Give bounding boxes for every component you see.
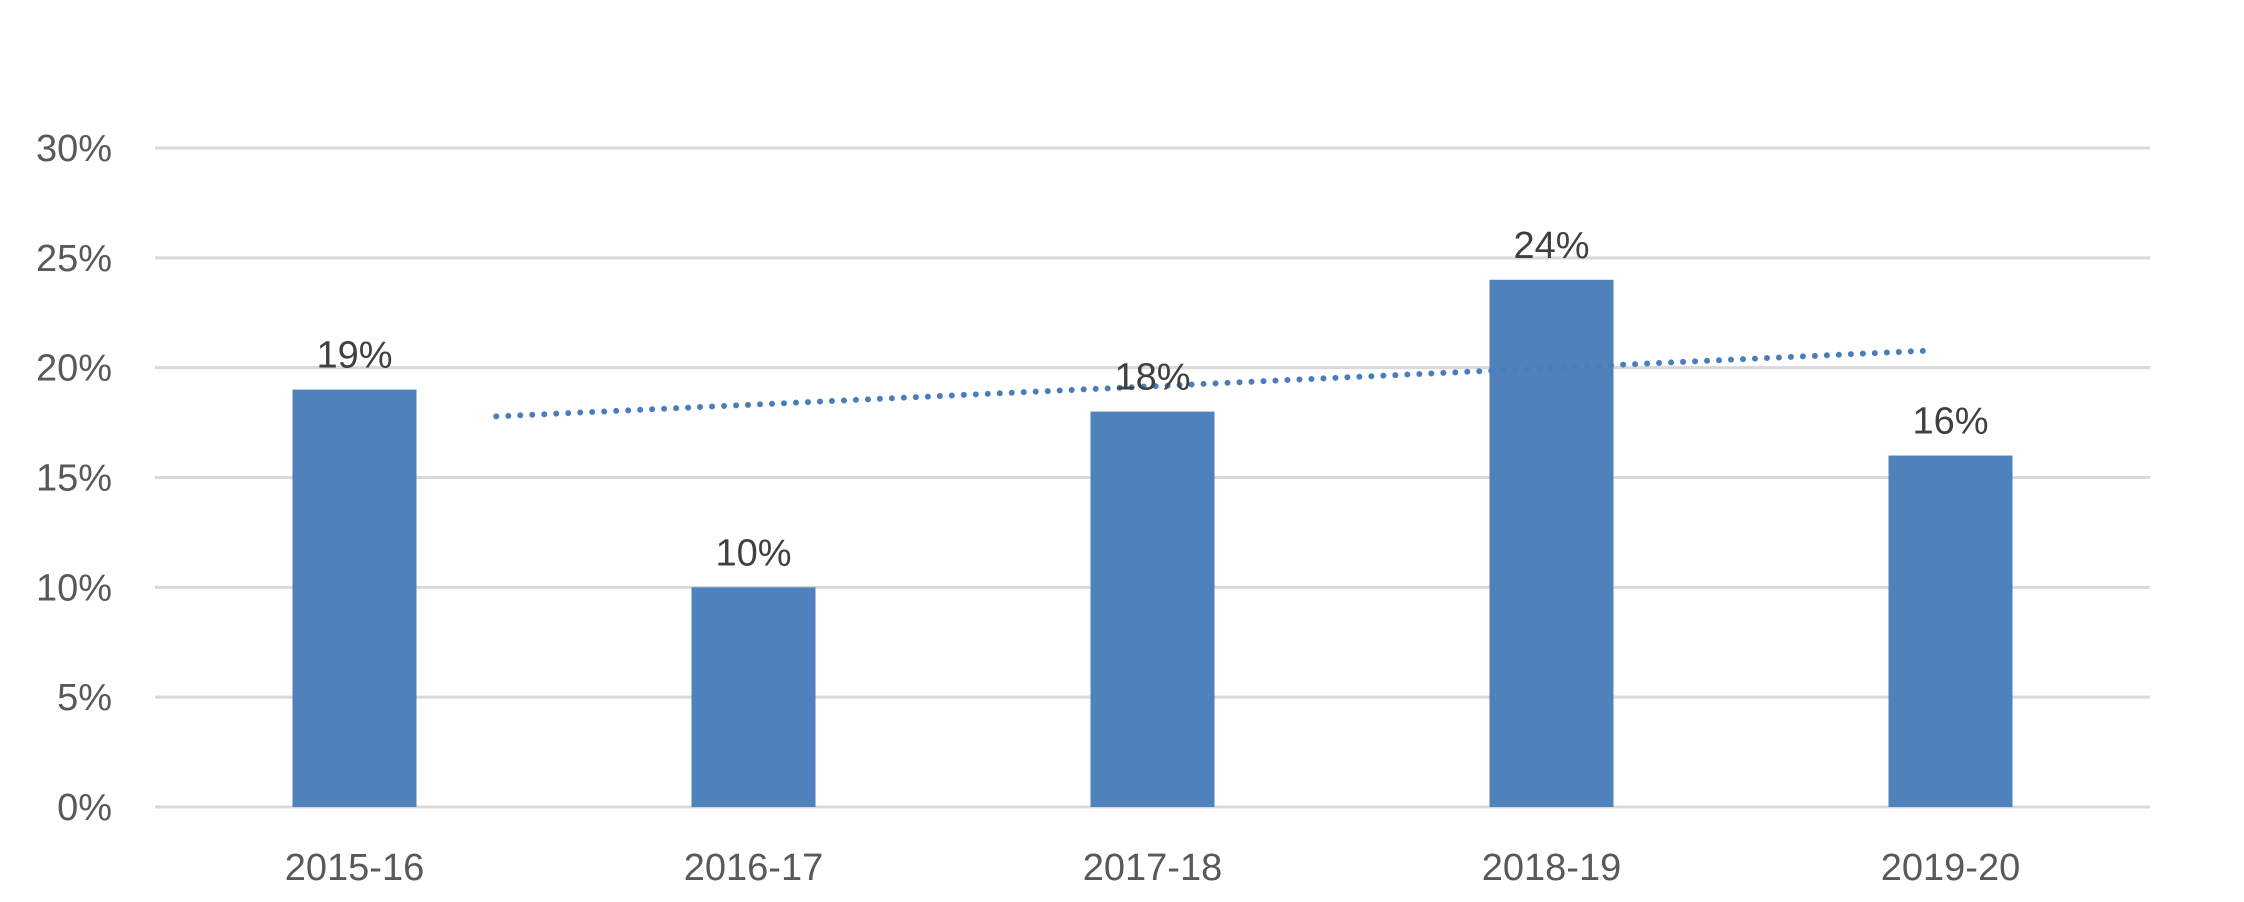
y-tick-label: 15% (36, 458, 112, 500)
bars (292, 279, 2013, 807)
x-tick-label: 2015-16 (285, 847, 424, 889)
trendline-layer (493, 347, 1934, 420)
y-tick-label: 20% (36, 348, 112, 390)
bar-2017-18 (1090, 411, 1215, 807)
data-label: 19% (316, 335, 392, 377)
data-label: 24% (1513, 225, 1589, 267)
data-label: 18% (1114, 357, 1190, 399)
trendline (493, 347, 1934, 420)
x-tick-label: 2018-19 (1482, 847, 1621, 889)
y-tick-label: 5% (57, 677, 112, 719)
data-labels: 19% 10% 18% 24% 16% (316, 225, 1988, 575)
data-label: 16% (1912, 401, 1988, 443)
y-tick-label: 30% (36, 128, 112, 170)
bar-2016-17 (691, 587, 816, 807)
x-tick-label: 2016-17 (684, 847, 823, 889)
y-tick-label: 10% (36, 567, 112, 609)
x-axis: 2015-16 2016-17 2017-18 2018-19 2019-20 (285, 847, 2020, 889)
y-tick-label: 0% (57, 787, 112, 829)
y-tick-label: 25% (36, 238, 112, 280)
data-label: 10% (715, 532, 791, 574)
x-tick-label: 2017-18 (1083, 847, 1222, 889)
bar-2018-19 (1489, 279, 1614, 807)
bar-2019-20 (1888, 455, 2013, 807)
bar-2015-16 (292, 389, 417, 807)
x-tick-label: 2019-20 (1881, 847, 2020, 889)
y-axis: 0% 5% 10% 15% 20% 25% 30% (36, 128, 112, 829)
